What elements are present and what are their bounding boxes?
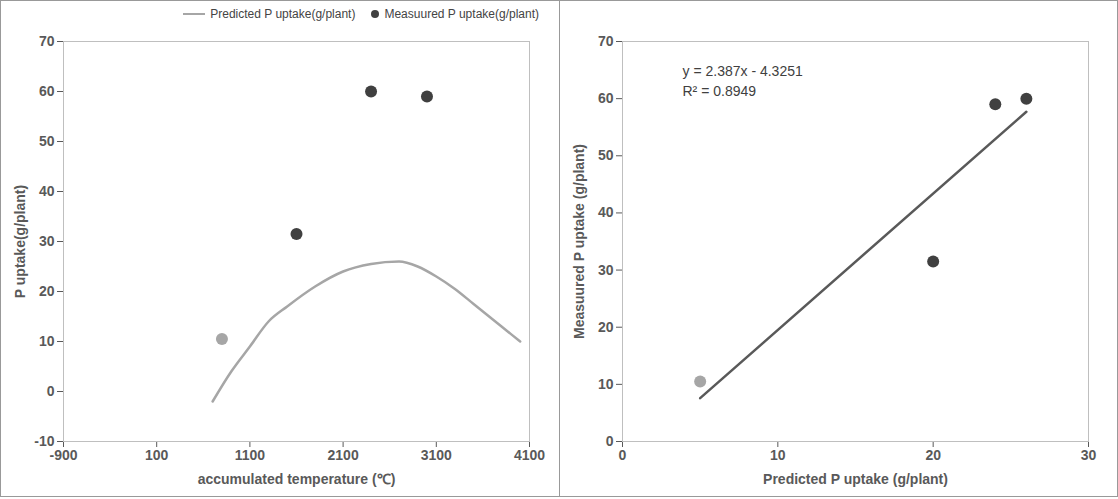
svg-text:0: 0: [47, 383, 55, 399]
svg-text:100: 100: [145, 447, 169, 463]
svg-text:20: 20: [39, 283, 55, 299]
svg-text:4100: 4100: [514, 447, 545, 463]
html-text:Predicted P uptake(g/plant): Predicted P uptake(g/plant): [210, 7, 356, 21]
svg-text:10: 10: [770, 447, 786, 463]
svg-text:1100: 1100: [235, 447, 266, 463]
svg-text:P uptake(g/plant): P uptake(g/plant): [12, 185, 28, 298]
svg-text:Predicted P uptake (g/plant): Predicted P uptake (g/plant): [763, 471, 948, 487]
svg-text:R² = 0.8949: R² = 0.8949: [683, 83, 757, 99]
svg-text:Measuured P uptake (g/plant): Measuured P uptake (g/plant): [571, 144, 587, 339]
svg-text:20: 20: [598, 319, 614, 335]
svg-text:accumulated temperature (℃): accumulated temperature (℃): [198, 471, 396, 487]
svg-text:50: 50: [39, 133, 55, 149]
svg-text:30: 30: [598, 262, 614, 278]
svg-text:10: 10: [39, 333, 55, 349]
svg-text:3100: 3100: [421, 447, 452, 463]
svg-text:40: 40: [39, 183, 55, 199]
svg-text:50: 50: [598, 147, 614, 163]
svg-text:-10: -10: [34, 433, 55, 449]
svg-text:30: 30: [1081, 447, 1097, 463]
svg-text:60: 60: [598, 90, 614, 106]
svg-text:-900: -900: [49, 447, 77, 463]
svg-text:y = 2.387x - 4.3251: y = 2.387x - 4.3251: [683, 63, 803, 79]
svg-text:2100: 2100: [328, 447, 359, 463]
svg-text:70: 70: [39, 33, 55, 49]
svg-text:30: 30: [39, 233, 55, 249]
svg-text:10: 10: [598, 376, 614, 392]
svg-text:0: 0: [606, 433, 614, 449]
svg-text:40: 40: [598, 204, 614, 220]
html-text:Measuured P uptake(g/plant): Measuured P uptake(g/plant): [384, 7, 539, 21]
svg-text:0: 0: [619, 447, 627, 463]
svg-text:70: 70: [598, 33, 614, 49]
svg-text:20: 20: [925, 447, 941, 463]
svg-text:60: 60: [39, 83, 55, 99]
